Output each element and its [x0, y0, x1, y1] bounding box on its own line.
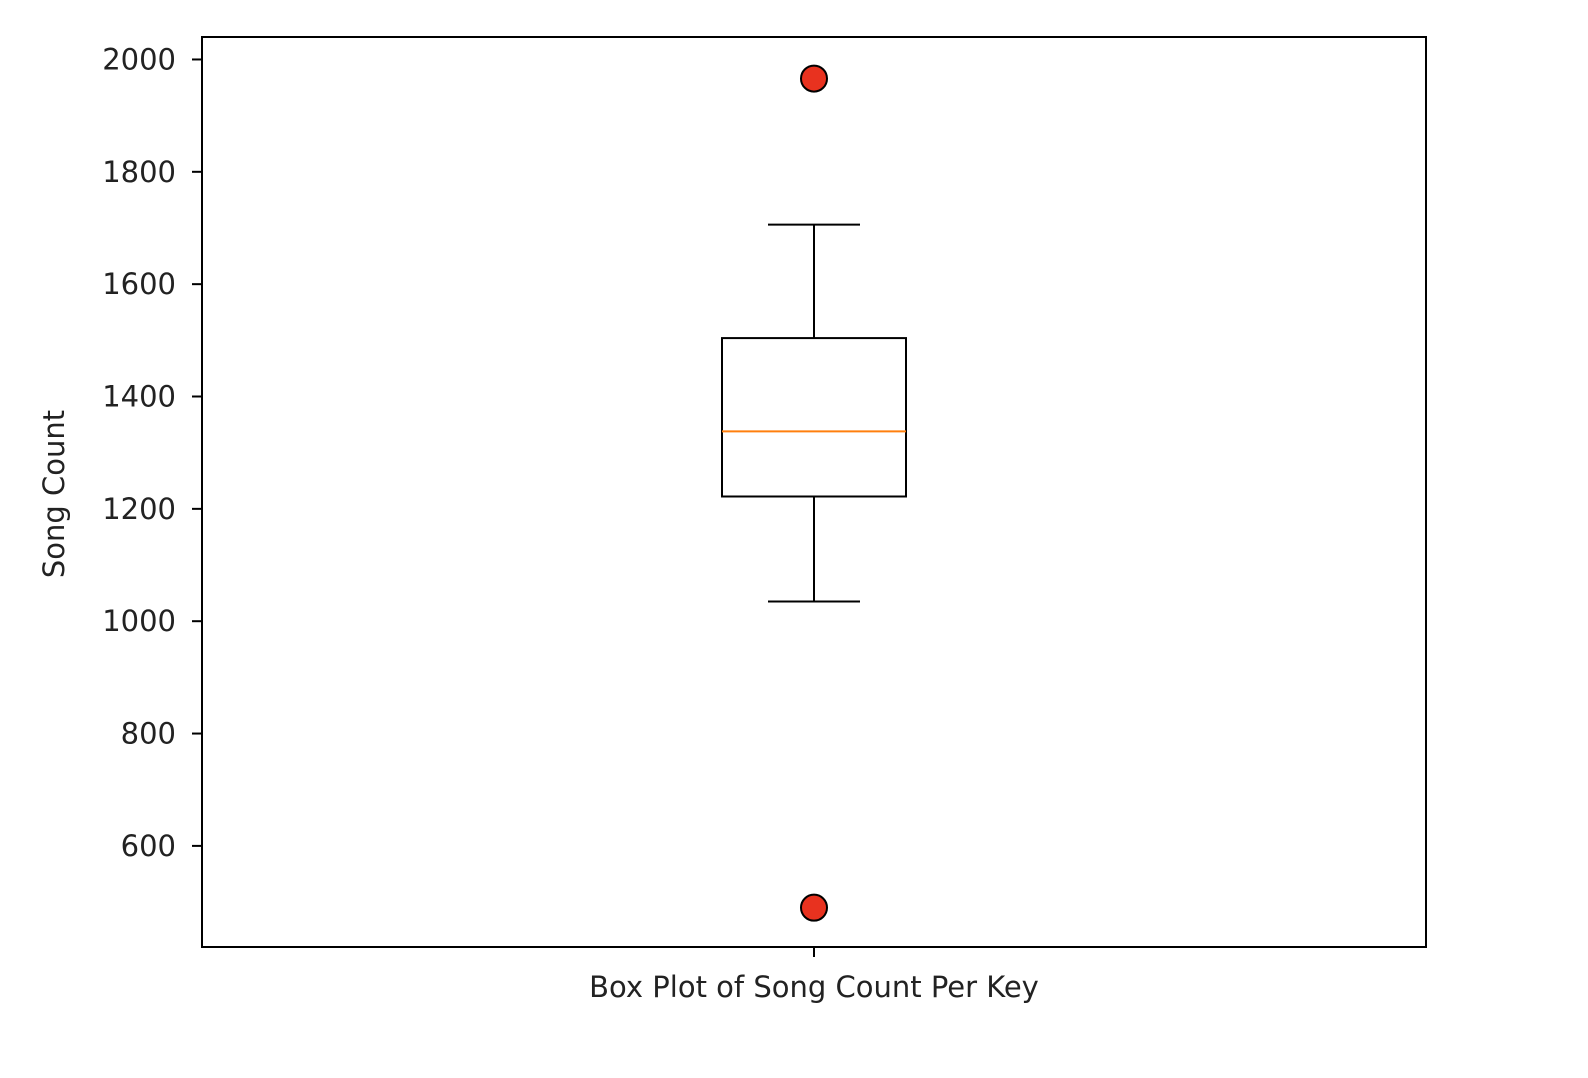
- y-axis-ticks: 600 800 1000 1200 1400 1600 1800 2000: [102, 42, 202, 863]
- y-tick-label: 2000: [102, 42, 176, 76]
- outlier-point: [800, 893, 828, 922]
- y-tick-label: 800: [121, 717, 176, 751]
- x-axis-label: Box Plot of Song Count Per Key: [589, 970, 1039, 1004]
- y-tick-label: 1400: [102, 380, 176, 414]
- plot-area: [201, 36, 1427, 948]
- box-group: [721, 223, 907, 603]
- y-tick-label: 1800: [102, 155, 176, 189]
- y-tick-label: 1000: [102, 604, 176, 638]
- outlier-point: [800, 64, 828, 93]
- outlier-group: [800, 64, 828, 922]
- y-tick-label: 1200: [102, 492, 176, 526]
- y-axis-label: Song Count: [37, 410, 71, 578]
- y-tick-label: 600: [121, 829, 176, 863]
- y-tick-label: 1600: [102, 267, 176, 301]
- iqr-box: [721, 337, 907, 498]
